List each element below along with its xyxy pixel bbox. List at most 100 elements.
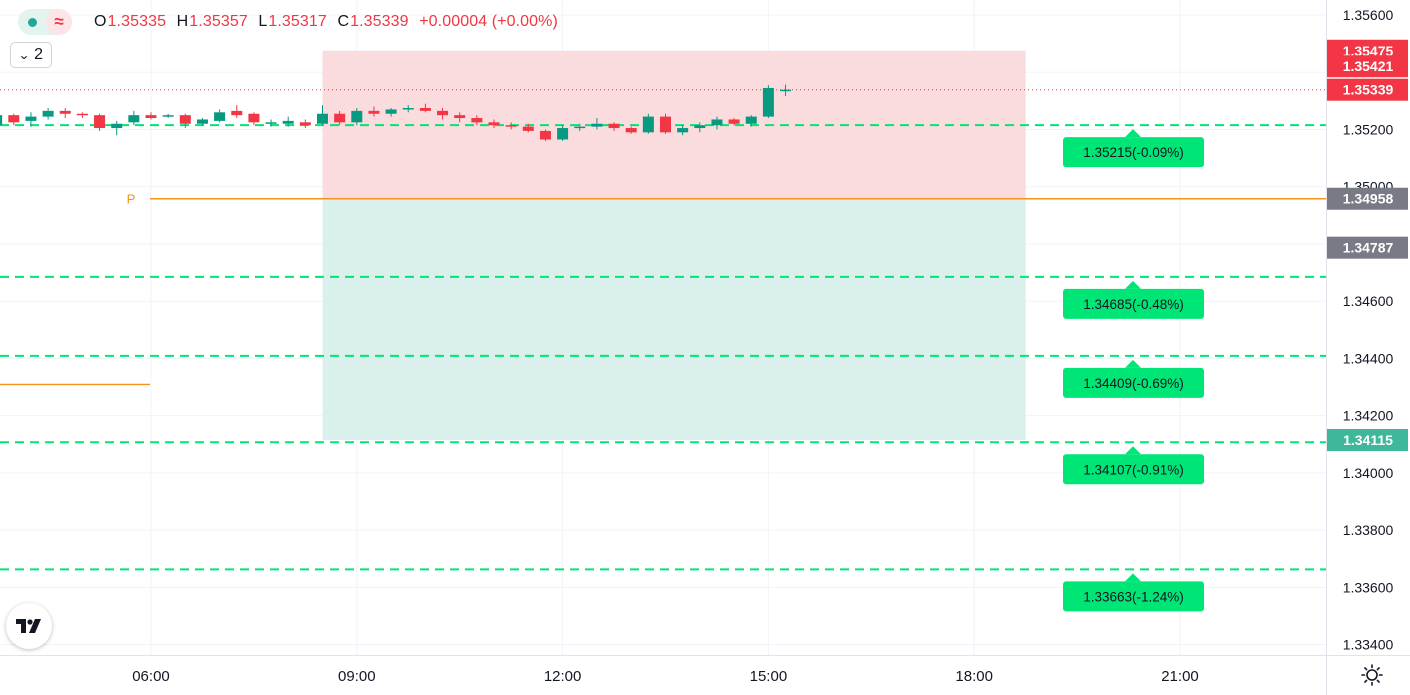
low-key: L: [258, 13, 268, 30]
time-axis-tick: 21:00: [1161, 668, 1199, 685]
indicators-count: 2: [34, 46, 43, 63]
candle-body[interactable]: [625, 128, 637, 133]
candle-body[interactable]: [59, 110, 71, 114]
candle-body[interactable]: [762, 87, 774, 117]
target-label-text: 1.34409(-0.69%): [1083, 376, 1184, 391]
candle-body[interactable]: [574, 126, 586, 129]
candle-body[interactable]: [368, 110, 380, 114]
target-label-arrow: [1125, 359, 1141, 368]
price-axis-badge-text: 1.34787: [1343, 240, 1394, 256]
candle-body[interactable]: [660, 116, 671, 133]
market-status-pill[interactable]: ≈: [18, 9, 72, 35]
candle-body[interactable]: [8, 115, 20, 123]
price-axis-badge: [1327, 78, 1408, 101]
candle-body[interactable]: [694, 125, 706, 129]
candle-body[interactable]: [265, 122, 277, 124]
target-label-arrow: [1125, 573, 1141, 582]
candle-body[interactable]: [522, 126, 534, 131]
candle-body[interactable]: [111, 123, 123, 129]
candle-body[interactable]: [454, 115, 466, 119]
target-label-box[interactable]: [1063, 367, 1204, 398]
live-dot-icon: [28, 17, 37, 27]
candle-body[interactable]: [642, 116, 654, 133]
candle-body[interactable]: [25, 116, 37, 121]
candle-body[interactable]: [780, 89, 792, 92]
candle-body[interactable]: [282, 120, 294, 124]
time-axis-tick: 09:00: [338, 668, 376, 685]
target-label-text: 1.33663(-1.24%): [1083, 589, 1184, 604]
target-label-arrow: [1125, 280, 1141, 289]
candle-body[interactable]: [591, 123, 603, 127]
target-zone-rect[interactable]: [322, 198, 1026, 441]
candle-body[interactable]: [76, 113, 88, 116]
candle-body[interactable]: [351, 110, 363, 123]
target-label-text: 1.34685(-0.48%): [1083, 297, 1184, 312]
candle-body[interactable]: [0, 115, 3, 126]
candle-body[interactable]: [94, 115, 106, 129]
price-axis-tick: 1.35200: [1343, 121, 1394, 137]
candle-body[interactable]: [557, 128, 569, 140]
price-axis-badge-text: 1.34115: [1343, 432, 1393, 448]
tradingview-logo-icon[interactable]: [6, 603, 52, 649]
price-axis-badge-text: 1.34958: [1343, 191, 1394, 207]
high-key: H: [176, 13, 189, 30]
candle-body[interactable]: [608, 123, 620, 129]
price-axis-badge: [1327, 236, 1408, 259]
candle-body[interactable]: [42, 110, 54, 117]
target-label-box[interactable]: [1063, 137, 1204, 168]
price-axis-tick: 1.33600: [1343, 579, 1394, 595]
target-label-box[interactable]: [1063, 288, 1204, 319]
candle-body[interactable]: [231, 110, 243, 116]
price-axis-tick: 1.34000: [1343, 465, 1394, 481]
candle-body[interactable]: [214, 112, 226, 121]
candle-body[interactable]: [162, 115, 174, 117]
candle-body[interactable]: [419, 108, 431, 111]
candle-body[interactable]: [745, 116, 757, 124]
candle-body[interactable]: [711, 119, 723, 126]
price-axis-badge-text: 1.35339: [1343, 82, 1394, 98]
candle-body[interactable]: [334, 113, 346, 123]
candle-body[interactable]: [179, 115, 191, 124]
candle-body[interactable]: [437, 110, 449, 116]
target-label-box[interactable]: [1063, 454, 1204, 485]
price-axis-tick: 1.34600: [1343, 293, 1394, 309]
indicators-toggle-button[interactable]: ⌄ 2: [10, 42, 52, 68]
candle-body[interactable]: [677, 128, 689, 133]
candle-body[interactable]: [317, 113, 328, 124]
time-axis-tick: 12:00: [544, 668, 582, 685]
target-label-arrow: [1125, 129, 1141, 138]
time-axis-panel[interactable]: [0, 655, 1326, 695]
price-axis-badge-text: 1.35475: [1343, 43, 1394, 59]
target-label-text: 1.34107(-0.91%): [1083, 462, 1184, 477]
price-axis-tick: 1.33800: [1343, 522, 1394, 538]
candle-body[interactable]: [248, 113, 260, 123]
target-label-arrow: [1125, 446, 1141, 455]
open-value: 1.35335: [107, 13, 167, 30]
pivot-label: P: [127, 192, 136, 207]
time-axis-tick: 15:00: [750, 668, 788, 685]
candle-body[interactable]: [196, 119, 208, 124]
high-value: 1.35357: [189, 13, 248, 30]
target-label-text: 1.35215(-0.09%): [1083, 145, 1184, 160]
chart-settings-button[interactable]: [1357, 661, 1387, 689]
chevron-down-icon: ⌄: [18, 48, 31, 62]
candle-body[interactable]: [539, 130, 551, 140]
candle-body[interactable]: [145, 115, 157, 119]
candle-body[interactable]: [299, 122, 311, 126]
candle-body[interactable]: [488, 122, 500, 126]
candle-body[interactable]: [505, 125, 517, 127]
price-axis-tick: 1.34200: [1343, 408, 1394, 424]
candle-body[interactable]: [128, 115, 140, 123]
candle-body[interactable]: [728, 119, 740, 124]
change-value: +0.00004 (+0.00%): [419, 13, 558, 30]
candle-body[interactable]: [385, 109, 397, 114]
candle-body[interactable]: [402, 108, 414, 110]
delayed-data-icon[interactable]: ≈: [46, 9, 72, 35]
candle-body[interactable]: [471, 118, 483, 123]
price-axis-tick: 1.35600: [1343, 7, 1394, 23]
tv-logo-mark: [16, 619, 41, 633]
open-key: O: [94, 13, 107, 30]
target-label-box[interactable]: [1063, 581, 1204, 612]
price-axis-panel[interactable]: [1326, 0, 1410, 695]
